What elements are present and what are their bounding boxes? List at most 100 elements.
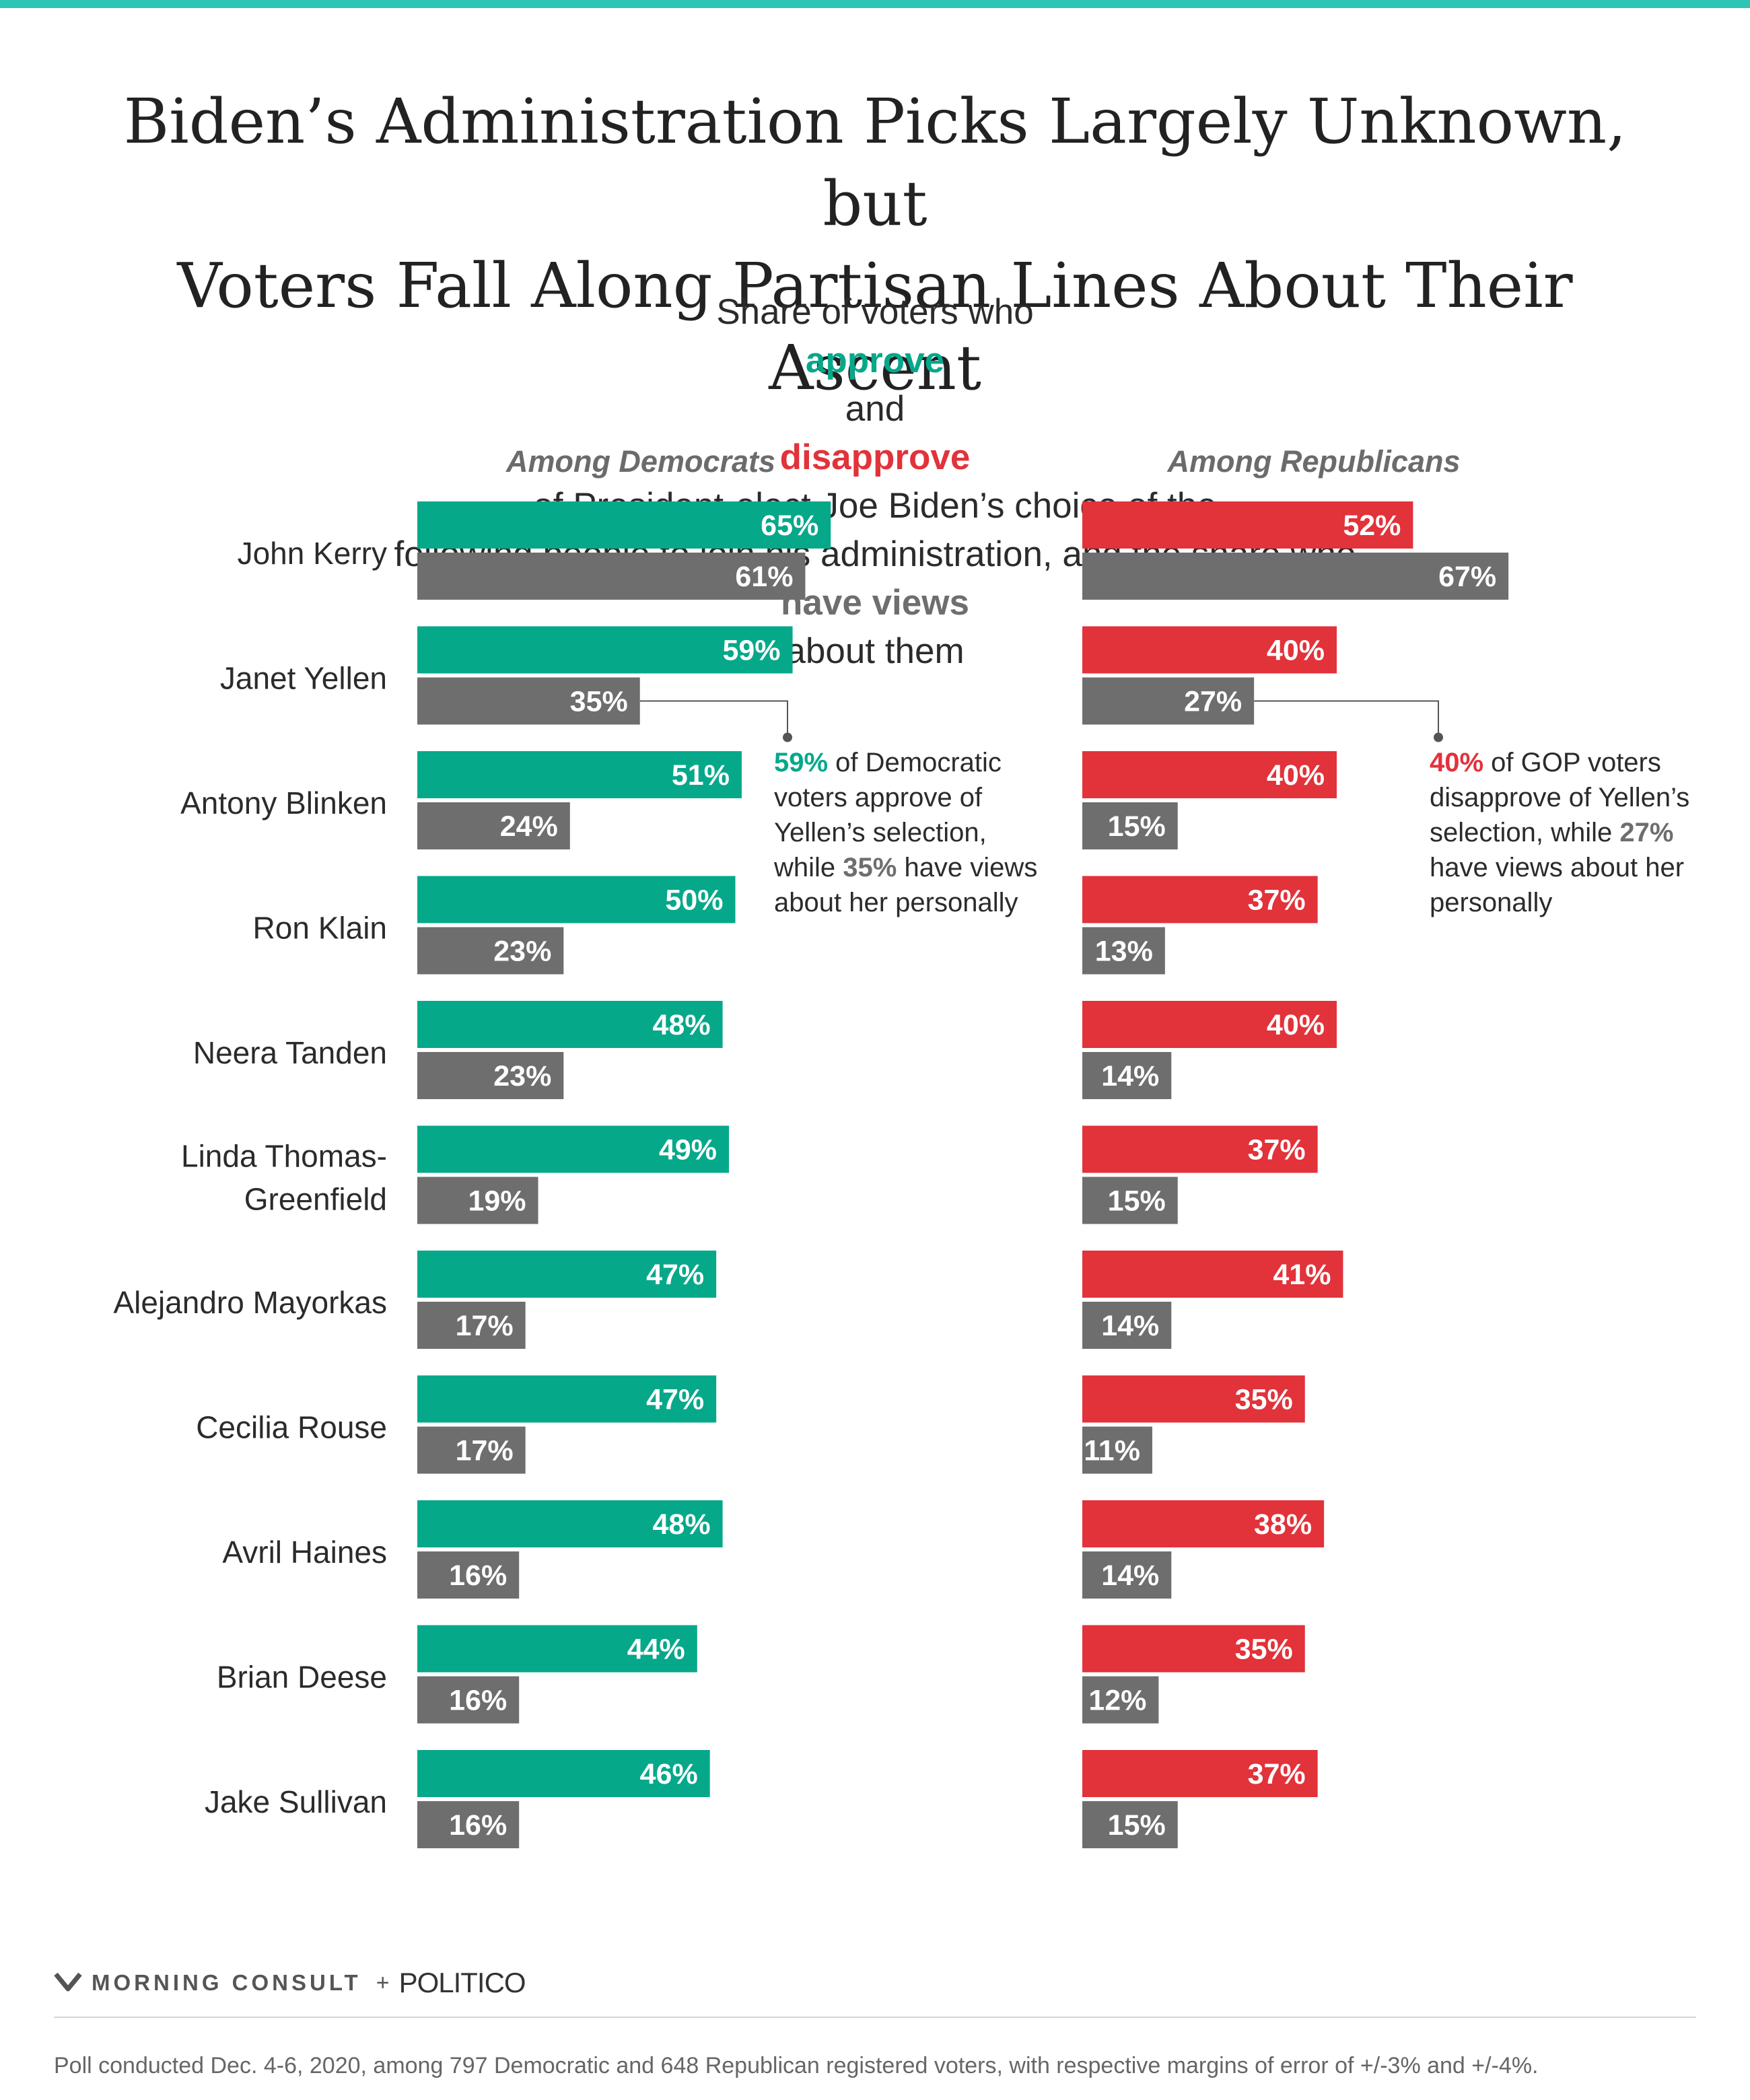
annotation-value-views: 27% bbox=[1619, 818, 1674, 847]
bar-have-views bbox=[1082, 677, 1255, 725]
bar-have-views bbox=[1082, 1426, 1152, 1474]
annotation-value-views: 35% bbox=[843, 853, 897, 882]
category-label: Ron Klain bbox=[253, 911, 387, 946]
data-label: 16% bbox=[449, 1809, 507, 1842]
data-label: 52% bbox=[1343, 510, 1401, 542]
subtitle-views-word: have views bbox=[781, 583, 969, 623]
category-label: Brian Deese bbox=[217, 1660, 387, 1695]
annotation-leader-dot bbox=[1434, 732, 1443, 742]
bar-have-views bbox=[417, 1551, 520, 1599]
annotation-line: Yellen’s selection, bbox=[774, 818, 987, 847]
category-label-line: Janet Yellen bbox=[220, 661, 387, 696]
annotation-republicans: 40% of GOP voters disapprove of Yellen’s… bbox=[1430, 745, 1689, 920]
annotation-line: 40% of GOP voters bbox=[1430, 745, 1689, 780]
bar-have-views bbox=[417, 1052, 564, 1099]
morning-consult-icon bbox=[54, 1972, 82, 1992]
annotation-line: while 35% have views bbox=[774, 850, 1037, 885]
data-label: 15% bbox=[1108, 810, 1166, 843]
category-label-line: Brian Deese bbox=[217, 1660, 387, 1695]
morning-consult-wordmark: MORNING CONSULT bbox=[92, 1970, 361, 1995]
bar-approve bbox=[417, 1750, 710, 1797]
brand-plus: + bbox=[376, 1969, 390, 1996]
data-label: 51% bbox=[672, 759, 730, 792]
chart-title: Biden’s Administration Picks Largely Unk… bbox=[67, 81, 1683, 409]
data-label: 23% bbox=[493, 1060, 551, 1092]
data-label: 59% bbox=[722, 635, 780, 667]
annotation-leader-line bbox=[639, 700, 788, 736]
category-label-line: John Kerry bbox=[238, 536, 387, 571]
data-label: 14% bbox=[1101, 1560, 1159, 1592]
data-label: 37% bbox=[1248, 1758, 1306, 1790]
data-label: 17% bbox=[456, 1435, 514, 1467]
data-label: 47% bbox=[646, 1384, 704, 1416]
annotation-leader-line bbox=[1254, 700, 1439, 736]
annotation-text: of GOP voters bbox=[1483, 748, 1661, 777]
bar-disapprove bbox=[1082, 1625, 1305, 1673]
top-accent-bar bbox=[0, 0, 1750, 8]
category-label-line: Jake Sullivan bbox=[205, 1784, 387, 1819]
bar-approve bbox=[417, 751, 742, 798]
panel-title-republicans: Among Republicans bbox=[1167, 444, 1461, 479]
bar-have-views bbox=[417, 802, 570, 849]
title-line-2: Voters Fall Along Partisan Lines About T… bbox=[177, 250, 1573, 404]
data-label: 23% bbox=[493, 936, 551, 968]
bar-have-views bbox=[417, 677, 640, 725]
data-label: 50% bbox=[665, 884, 723, 917]
bar-approve bbox=[417, 1625, 697, 1673]
bar-have-views bbox=[1082, 802, 1178, 849]
data-label: 24% bbox=[500, 810, 558, 843]
annotation-text: of Democratic bbox=[828, 748, 1002, 777]
category-label: Janet Yellen bbox=[220, 661, 387, 696]
bar-have-views bbox=[1082, 927, 1165, 975]
bar-approve bbox=[417, 876, 736, 923]
data-label: 16% bbox=[449, 1560, 507, 1592]
bar-approve bbox=[417, 626, 793, 674]
bar-have-views bbox=[1082, 1676, 1159, 1724]
bar-have-views bbox=[1082, 553, 1509, 600]
bar-approve bbox=[417, 1500, 723, 1547]
data-label: 47% bbox=[646, 1259, 704, 1291]
bar-have-views bbox=[1082, 1302, 1172, 1349]
data-label: 48% bbox=[653, 1009, 711, 1041]
data-label: 16% bbox=[449, 1685, 507, 1717]
annotation-line: selection, while 27% bbox=[1430, 815, 1689, 850]
category-label: Avril Haines bbox=[222, 1535, 387, 1570]
subtitle-text: Share of voters who bbox=[716, 292, 1034, 332]
annotation-democrats: 59% of Democratic voters approve of Yell… bbox=[774, 745, 1037, 920]
annotation-line: have views about her bbox=[1430, 853, 1685, 882]
bar-disapprove bbox=[1082, 1500, 1325, 1547]
data-label: 12% bbox=[1088, 1685, 1146, 1717]
annotation-line: disapprove of Yellen’s bbox=[1430, 783, 1690, 812]
annotation-value-approve: 59% bbox=[774, 748, 829, 777]
footer-note: Poll conducted Dec. 4-6, 2020, among 797… bbox=[54, 2053, 1539, 2078]
data-label: 48% bbox=[653, 1508, 711, 1541]
bar-have-views bbox=[417, 1676, 520, 1724]
bar-have-views bbox=[417, 553, 806, 600]
bar-disapprove bbox=[1082, 1001, 1337, 1048]
bar-have-views bbox=[417, 1177, 538, 1224]
panel-title-democrats: Among Democrats bbox=[505, 444, 776, 479]
data-label: 65% bbox=[761, 510, 818, 542]
annotation-value-disapprove: 40% bbox=[1430, 748, 1484, 777]
bar-have-views bbox=[417, 1426, 526, 1474]
data-label: 61% bbox=[735, 561, 793, 593]
bar-have-views bbox=[1082, 1177, 1178, 1224]
bar-have-views bbox=[1082, 1551, 1172, 1599]
annotation-line: personally bbox=[1430, 888, 1553, 917]
annotation-line: voters approve of bbox=[774, 783, 983, 812]
bar-approve bbox=[417, 501, 831, 549]
data-label: 44% bbox=[627, 1634, 685, 1666]
bar-disapprove bbox=[1082, 626, 1337, 674]
data-label: 15% bbox=[1108, 1185, 1166, 1218]
annotation-line: about her personally bbox=[774, 888, 1018, 917]
annotation-text: selection, while bbox=[1430, 818, 1620, 847]
bar-approve bbox=[417, 1001, 723, 1048]
subtitle-disapprove-word: disapprove bbox=[779, 438, 971, 477]
bar-disapprove bbox=[1082, 1750, 1318, 1797]
data-label: 49% bbox=[659, 1134, 717, 1166]
bar-have-views bbox=[417, 927, 564, 975]
data-label: 37% bbox=[1248, 884, 1306, 917]
data-label: 35% bbox=[1235, 1384, 1293, 1416]
bar-have-views bbox=[417, 1801, 520, 1848]
data-label: 19% bbox=[468, 1185, 526, 1218]
